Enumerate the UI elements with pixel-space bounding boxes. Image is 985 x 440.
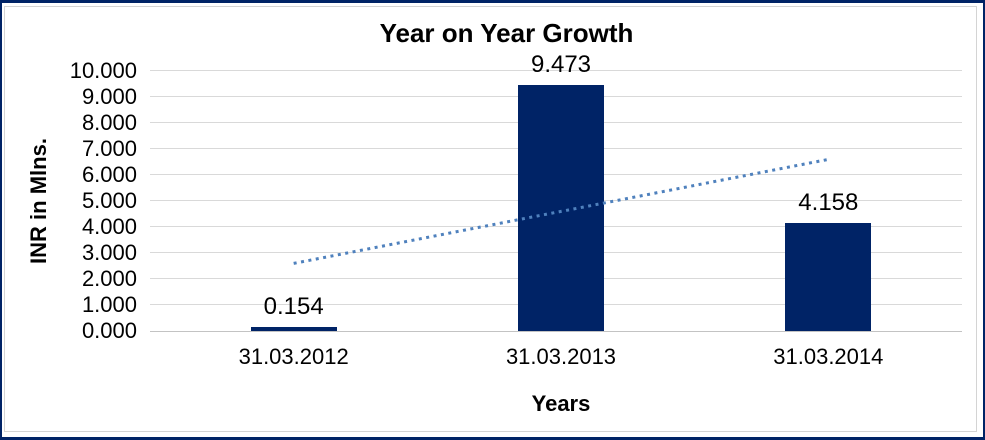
chart-title: Year on Year Growth <box>379 18 634 48</box>
y-tick-label: 5.000 <box>81 188 137 213</box>
bar-data-label: 0.154 <box>263 293 324 320</box>
gridline <box>150 70 962 71</box>
x-category-label: 31.03.2013 <box>505 344 617 369</box>
bar-31.03.2012 <box>250 327 337 331</box>
x-category-label: 31.03.2012 <box>238 344 349 369</box>
y-tick-label: 8.000 <box>81 110 137 135</box>
bar-31.03.2013 <box>518 84 604 331</box>
x-axis-line <box>150 331 962 332</box>
x-axis-title: Years <box>531 391 591 416</box>
bar-data-label: 9.473 <box>530 50 592 78</box>
y-tick-label: 3.000 <box>81 240 137 265</box>
bar-data-label: 4.158 <box>798 188 859 216</box>
trendline <box>293 157 829 265</box>
x-category-label: 31.03.2014 <box>773 344 884 369</box>
y-tick-label: 7.000 <box>81 136 137 161</box>
y-tick-label: 4.000 <box>81 214 137 239</box>
y-tick-label: 0.000 <box>81 318 137 343</box>
bar-31.03.2014 <box>785 222 872 331</box>
y-tick-label: 1.000 <box>81 292 137 317</box>
plot-area: 0.154 9.473 4.158 <box>150 51 962 332</box>
y-tick-label: 6.000 <box>81 162 137 187</box>
y-tick-label: 10.000 <box>69 58 137 83</box>
y-tick-label: 2.000 <box>81 266 137 291</box>
y-tick-label: 9.000 <box>81 84 137 109</box>
